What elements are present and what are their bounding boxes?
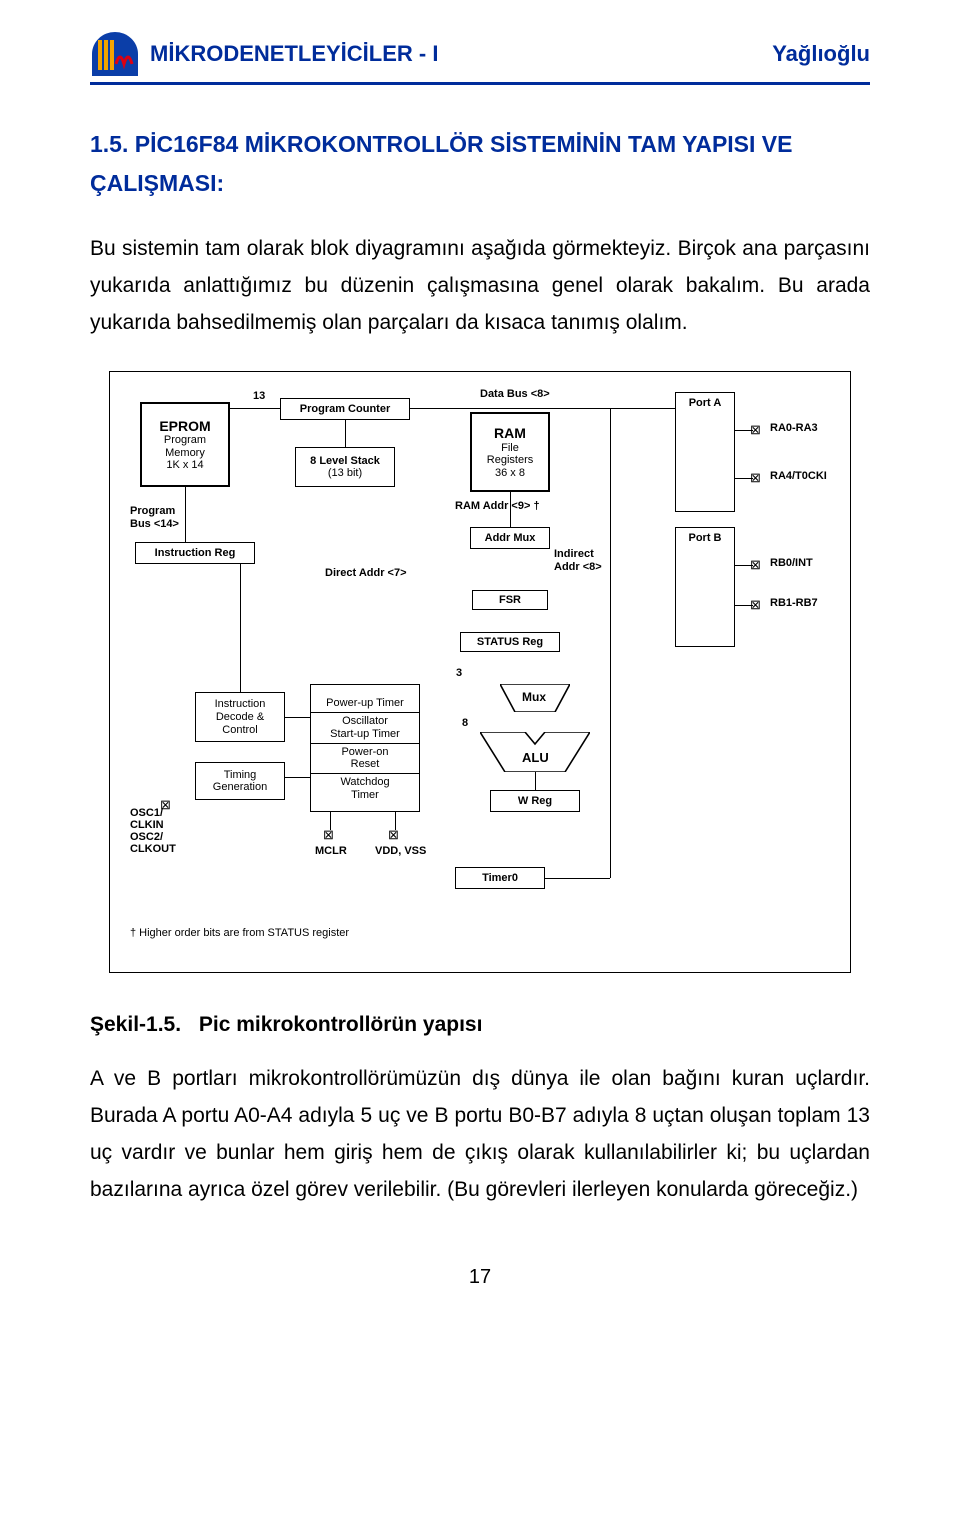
wdt-l1: Watchdog bbox=[311, 776, 419, 789]
rb1: RB1-RB7 bbox=[770, 597, 818, 609]
eprom-title: EPROM bbox=[159, 418, 210, 434]
figure-label: Şekil-1.5. bbox=[90, 1013, 181, 1036]
status-reg: STATUS Reg bbox=[460, 632, 560, 652]
progbus-l1: Program bbox=[130, 505, 175, 517]
osc-l2: CLKIN bbox=[130, 819, 164, 831]
section-heading: 1.5. PİC16F84 MİKROKONTROLLÖR SİSTEMİNİN… bbox=[90, 125, 870, 203]
direct: Direct Addr <7> bbox=[325, 567, 407, 579]
mclr: MCLR bbox=[315, 845, 347, 857]
paragraph-1: Bu sistemin tam olarak blok diyagramını … bbox=[90, 231, 870, 341]
page-header: MİKRODENETLEYİCİLER - I Yağlıoğlu bbox=[90, 30, 870, 78]
por-l2: Reset bbox=[311, 758, 419, 771]
wreg: W Reg bbox=[490, 790, 580, 812]
porta: Port A bbox=[675, 392, 735, 512]
osc-l4: CLKOUT bbox=[130, 843, 176, 855]
program-counter: Program Counter bbox=[280, 398, 410, 420]
ra4: RA4/T0CKI bbox=[770, 470, 827, 482]
idc-l3: Control bbox=[222, 724, 257, 737]
put: Power-up Timer bbox=[311, 694, 419, 714]
indirect-l1: Indirect bbox=[554, 548, 594, 560]
instruction-reg: Instruction Reg bbox=[135, 542, 255, 564]
progbus-l2: Bus <14> bbox=[130, 518, 179, 530]
eprom-l3: 1K x 14 bbox=[166, 459, 203, 472]
pin-icon: ⊠ bbox=[160, 797, 171, 813]
timing-l1: Timing bbox=[224, 769, 257, 782]
timing-l2: Generation bbox=[213, 781, 267, 794]
page-number: 17 bbox=[90, 1266, 870, 1289]
university-logo-icon bbox=[90, 30, 140, 78]
wdt-l2: Timer bbox=[311, 789, 419, 802]
osc-l3: OSC2/ bbox=[130, 831, 163, 843]
eprom-l1: Program bbox=[164, 434, 206, 447]
por-l1: Power-on bbox=[311, 746, 419, 759]
stack-l2: (13 bit) bbox=[328, 467, 362, 480]
fsr: FSR bbox=[472, 590, 548, 610]
timer0: Timer0 bbox=[455, 867, 545, 889]
header-author: Yağlıoğlu bbox=[772, 41, 870, 67]
ram-title: RAM bbox=[494, 425, 526, 441]
n8: 8 bbox=[462, 717, 468, 729]
block-diagram: EPROM Program Memory 1K x 14 Program Cou… bbox=[109, 371, 851, 973]
idc-l1: Instruction bbox=[215, 698, 266, 711]
eprom-l2: Memory bbox=[165, 447, 205, 460]
rb0: RB0/INT bbox=[770, 557, 813, 569]
figure-caption: Şekil-1.5. Pic mikrokontrollörün yapısı bbox=[90, 1013, 870, 1037]
alu: ALU bbox=[522, 750, 549, 765]
mux: Mux bbox=[522, 690, 546, 704]
osc-l1: OSC1/ bbox=[130, 807, 163, 819]
ra03: RA0-RA3 bbox=[770, 422, 818, 434]
header-divider bbox=[90, 82, 870, 85]
ost-l1: Oscillator bbox=[311, 715, 419, 728]
indirect-l2: Addr <8> bbox=[554, 561, 602, 573]
stack-l1: 8 Level Stack bbox=[310, 455, 380, 468]
bus13: 13 bbox=[253, 390, 265, 402]
paragraph-2: A ve B portları mikrokontrollörümüzün dı… bbox=[90, 1061, 870, 1208]
ram-l3: 36 x 8 bbox=[495, 467, 525, 480]
addr-mux: Addr Mux bbox=[470, 527, 550, 549]
portb: Port B bbox=[675, 527, 735, 647]
header-title: MİKRODENETLEYİCİLER - I bbox=[150, 41, 438, 67]
pin-icon: ⊠ bbox=[323, 827, 334, 843]
idc-l2: Decode & bbox=[216, 711, 264, 724]
ram-l2: Registers bbox=[487, 454, 533, 467]
n3: 3 bbox=[456, 667, 462, 679]
figure-caption-text: Pic mikrokontrollörün yapısı bbox=[199, 1013, 483, 1036]
pin-icon: ⊠ bbox=[388, 827, 399, 843]
ost-l2: Start-up Timer bbox=[311, 728, 419, 741]
vdd: VDD, VSS bbox=[375, 845, 426, 857]
footnote: † Higher order bits are from STATUS regi… bbox=[130, 927, 349, 939]
databus: Data Bus <8> bbox=[480, 388, 550, 400]
ramaddr: RAM Addr <9> † bbox=[455, 500, 540, 512]
ram-l1: File bbox=[501, 442, 519, 455]
